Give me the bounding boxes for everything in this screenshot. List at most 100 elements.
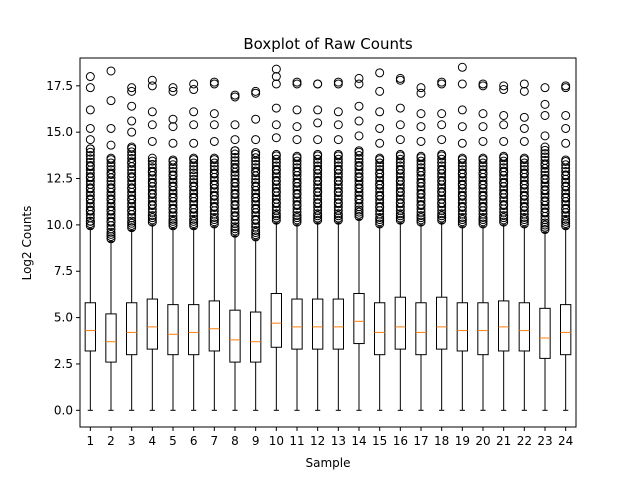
outlier-point	[230, 218, 240, 228]
x-tick-label: 6	[190, 434, 198, 448]
outlier-point	[106, 96, 116, 106]
outlier-point	[375, 187, 385, 197]
box-sample-15	[374, 68, 386, 411]
outlier-point	[540, 152, 550, 162]
outlier-point	[85, 179, 95, 189]
outlier-point	[375, 68, 385, 78]
outlier-point	[85, 72, 95, 82]
outlier-point	[540, 155, 550, 165]
outlier-point	[292, 174, 302, 184]
outlier-point	[251, 178, 261, 188]
outlier-point	[478, 165, 488, 175]
outlier-point	[354, 147, 364, 157]
outlier-point	[251, 200, 261, 210]
outlier-point	[561, 200, 571, 210]
outlier-point	[127, 127, 137, 137]
outlier-point	[519, 112, 529, 122]
outlier-point	[333, 120, 343, 130]
outlier-point	[147, 185, 157, 195]
outlier-point	[127, 223, 137, 233]
outlier-point	[313, 172, 323, 182]
outlier-point	[85, 144, 95, 154]
box-sample-21	[498, 81, 510, 411]
outlier-point	[333, 194, 343, 204]
outlier-point	[251, 174, 261, 184]
outlier-point	[499, 156, 509, 166]
outlier-point	[375, 165, 385, 175]
outlier-point	[292, 196, 302, 206]
outlier-point	[540, 145, 550, 155]
outlier-point	[354, 191, 364, 201]
outlier-point	[354, 157, 364, 167]
outlier-point	[251, 86, 261, 96]
outlier-point	[85, 83, 95, 93]
outlier-point	[333, 209, 343, 219]
outlier-point	[416, 122, 426, 132]
y-tick-label: 17.5	[46, 79, 73, 93]
x-tick-label: 15	[372, 434, 387, 448]
outlier-point	[168, 138, 178, 148]
box-sample-18	[436, 77, 448, 411]
outlier-point	[189, 161, 199, 171]
outlier-point	[375, 198, 385, 208]
outlier-point	[437, 77, 447, 87]
outlier-point	[189, 178, 199, 188]
outlier-point	[168, 166, 178, 176]
box-sample-6	[188, 79, 200, 411]
outlier-point	[375, 212, 385, 222]
outlier-point	[313, 154, 323, 164]
outlier-point	[106, 234, 116, 244]
outlier-point	[478, 209, 488, 219]
outlier-point	[478, 176, 488, 186]
outlier-point	[395, 172, 405, 182]
outlier-point	[106, 161, 116, 171]
box-sample-3	[126, 83, 138, 411]
outlier-point	[230, 159, 240, 169]
y-tick-label: 15.0	[46, 125, 73, 139]
outlier-point	[395, 154, 405, 164]
outlier-point	[85, 191, 95, 201]
x-tick-label: 7	[211, 434, 219, 448]
outlier-point	[292, 156, 302, 166]
y-tick-label: 5.0	[54, 311, 73, 325]
outlier-point	[106, 179, 116, 189]
outlier-point	[519, 161, 529, 171]
outlier-point	[478, 136, 488, 146]
outlier-point	[540, 131, 550, 141]
x-tick-label: 1	[87, 434, 95, 448]
outlier-point	[561, 81, 571, 91]
outlier-point	[230, 156, 240, 166]
outlier-point	[519, 79, 529, 89]
box-sample-7	[208, 77, 221, 411]
outlier-point	[416, 211, 426, 221]
outlier-point	[395, 158, 405, 168]
outlier-point	[519, 165, 529, 175]
outlier-point	[209, 158, 219, 168]
outlier-point	[85, 168, 95, 178]
outlier-point	[230, 152, 240, 162]
x-tick-label: 8	[231, 434, 239, 448]
outlier-point	[189, 221, 199, 231]
outlier-point	[437, 151, 447, 161]
outlier-point	[230, 207, 240, 217]
outlier-point	[313, 79, 323, 89]
outlier-point	[457, 187, 467, 197]
outlier-point	[499, 163, 509, 173]
outlier-point	[561, 211, 571, 221]
chart-title: Boxplot of Raw Counts	[243, 35, 412, 53]
outlier-point	[437, 161, 447, 171]
outlier-point	[499, 110, 509, 120]
outlier-point	[168, 86, 178, 96]
outlier-point	[127, 143, 137, 153]
outlier-point	[85, 147, 95, 157]
outlier-point	[251, 222, 261, 232]
outlier-point	[292, 159, 302, 169]
outlier-point	[437, 215, 447, 225]
outlier-point	[189, 120, 199, 130]
outlier-point	[395, 209, 405, 219]
outlier-point	[561, 123, 571, 133]
outlier-point	[437, 158, 447, 168]
outlier-point	[209, 209, 219, 219]
outlier-point	[230, 90, 240, 100]
outlier-point	[292, 217, 302, 227]
